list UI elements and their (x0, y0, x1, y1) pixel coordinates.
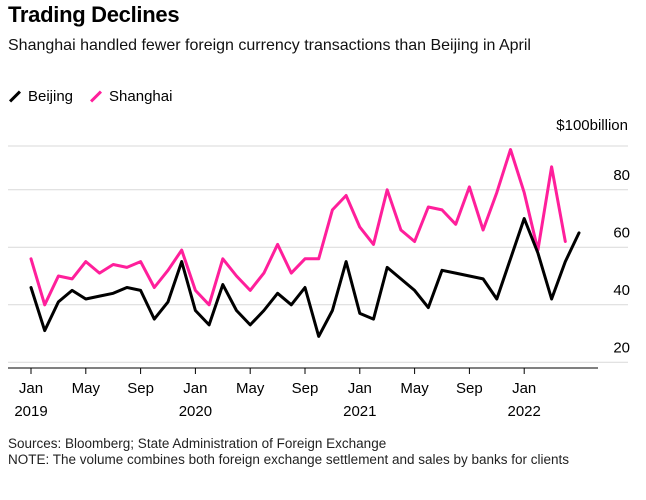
x-tick-label-jan: Jan (512, 380, 536, 397)
sources-note: Sources: Bloomberg; State Administration… (8, 436, 387, 451)
y-axis-unit-label: $100billion (556, 117, 628, 134)
y-tick-label-20: 20 (613, 339, 630, 356)
x-tick-label-sep: Sep (127, 380, 154, 397)
x-tick-year-2020: 2020 (179, 403, 212, 420)
series-line-beijing (29, 217, 581, 338)
x-tick-label-sep: Sep (292, 380, 319, 397)
x-tick-label-may: May (236, 380, 265, 397)
legend-label-shanghai: Shanghai (109, 88, 173, 105)
legend-item-beijing: Beijing (8, 88, 73, 105)
line-chart: 20 40 60 80 Jan 2019 May Sep Jan 2020 May Sep Jan 202… (8, 145, 630, 420)
chart-footer: Sources: Bloomberg; State Administration… (8, 436, 638, 468)
x-tick-year-2019: 2019 (14, 403, 47, 420)
x-tick-label-may: May (400, 380, 429, 397)
y-tick-label-40: 40 (613, 282, 630, 299)
volume-note: NOTE: The volume combines both foreign e… (8, 452, 570, 467)
x-tick-year-2022: 2022 (508, 403, 541, 420)
legend-item-shanghai: Shanghai (89, 88, 172, 105)
x-tick-label-jan: Jan (183, 380, 207, 397)
chart-subtitle: Shanghai handled fewer foreign currency … (8, 37, 531, 54)
x-tick-label-jan: Jan (348, 380, 372, 397)
legend-label-beijing: Beijing (28, 88, 74, 105)
x-tick-year-2021: 2021 (343, 403, 376, 420)
x-tick-label-jan: Jan (19, 380, 43, 397)
chart-title: Trading Declines (8, 2, 180, 27)
x-tick-label-may: May (72, 380, 101, 397)
y-tick-label-80: 80 (613, 167, 630, 184)
legend: Beijing Shanghai (8, 88, 172, 105)
y-tick-label-60: 60 (613, 224, 630, 241)
series-line-shanghai (29, 148, 567, 307)
x-tick-label-sep: Sep (456, 380, 483, 397)
